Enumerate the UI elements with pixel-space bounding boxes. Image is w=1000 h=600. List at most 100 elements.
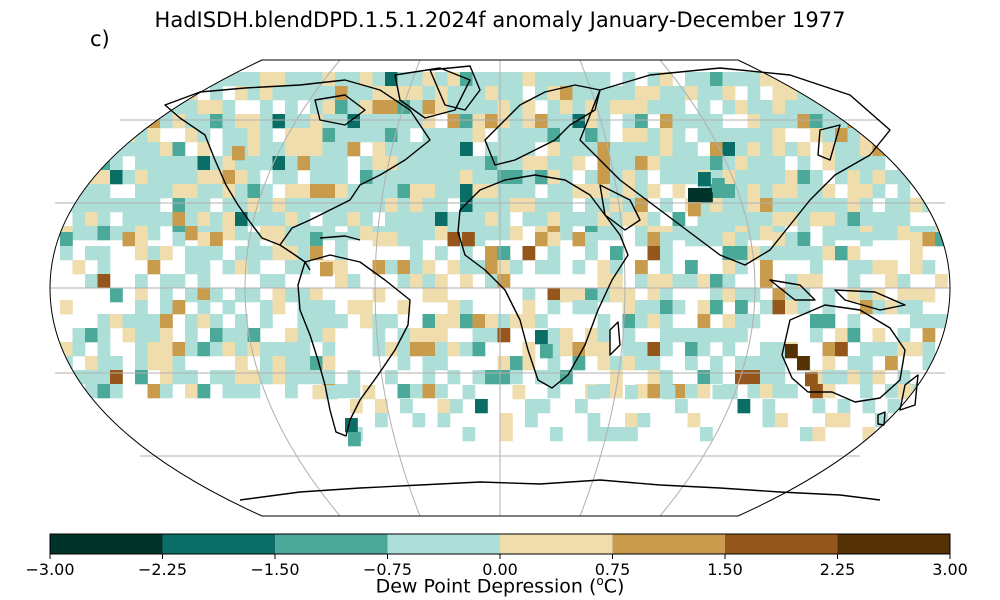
anomaly-cell (185, 328, 198, 343)
anomaly-cell (472, 370, 486, 385)
anomaly-cell (560, 86, 573, 101)
anomaly-cell (285, 198, 298, 213)
anomaly-cell (185, 114, 198, 129)
anomaly-cell (147, 156, 161, 171)
anomaly-cell (885, 342, 898, 357)
anomaly-cell (97, 356, 111, 371)
anomaly-cell (897, 328, 911, 343)
anomaly-cell (560, 288, 573, 303)
anomaly-cell (85, 198, 98, 213)
anomaly-cell (772, 288, 786, 303)
anomaly-cell (647, 356, 661, 371)
anomaly-cell (122, 198, 136, 213)
anomaly-cell (685, 170, 698, 185)
anomaly-cell (147, 170, 161, 185)
anomaly-cell (688, 188, 701, 203)
anomaly-cell (185, 226, 198, 241)
anomaly-cell (510, 114, 523, 129)
anomaly-cell (360, 300, 373, 315)
anomaly-cell (872, 260, 886, 275)
anomaly-cell (410, 260, 423, 275)
anomaly-cell (347, 274, 361, 289)
anomaly-cell (697, 86, 711, 101)
anomaly-cell (785, 170, 798, 185)
anomaly-cell (385, 198, 398, 213)
anomaly-cell (522, 356, 536, 371)
anomaly-cell (797, 246, 811, 261)
anomaly-cell (647, 100, 661, 115)
anomaly-cell (172, 274, 186, 289)
anomaly-cell (585, 170, 598, 185)
anomaly-cell (760, 128, 773, 143)
anomaly-cell (322, 142, 336, 157)
anomaly-cell (597, 170, 611, 185)
anomaly-cell (447, 300, 461, 315)
anomaly-cell (797, 114, 811, 129)
anomaly-cell (747, 184, 761, 199)
anomaly-cell (672, 142, 686, 157)
anomaly-cell (812, 399, 826, 414)
anomaly-cell (322, 356, 336, 371)
anomaly-cell (210, 184, 223, 199)
anomaly-cell (447, 342, 461, 357)
anomaly-cell (610, 384, 623, 399)
anomaly-cell (347, 142, 361, 157)
anomaly-cell (660, 300, 673, 315)
anomaly-cell (510, 86, 523, 101)
anomaly-cell (585, 142, 598, 157)
anomaly-cell (547, 246, 561, 261)
anomaly-cell (747, 100, 761, 115)
anomaly-cell (797, 184, 811, 199)
anomaly-cell (460, 128, 473, 143)
anomaly-cell (572, 356, 586, 371)
anomaly-cell (660, 198, 673, 213)
anomaly-cell (310, 170, 323, 185)
anomaly-cell (222, 128, 236, 143)
anomaly-cell (297, 114, 311, 129)
anomaly-cell (210, 100, 223, 115)
anomaly-cell (447, 212, 461, 227)
anomaly-cell (635, 100, 648, 115)
anomaly-cell (235, 86, 248, 101)
anomaly-cell (485, 314, 498, 329)
anomaly-cell (110, 170, 123, 185)
anomaly-cell (497, 328, 511, 343)
anomaly-cell (535, 72, 548, 87)
anomaly-cell (422, 128, 436, 143)
anomaly-cell (435, 274, 448, 289)
anomaly-cell (860, 142, 873, 157)
anomaly-cell (360, 114, 373, 129)
anomaly-cell (247, 128, 261, 143)
anomaly-cell (610, 226, 623, 241)
anomaly-cell (735, 72, 748, 87)
anomaly-cell (685, 274, 698, 289)
anomaly-cell (122, 328, 136, 343)
anomaly-cell (197, 246, 211, 261)
anomaly-cell (285, 212, 298, 227)
anomaly-cell (72, 328, 86, 343)
anomaly-cell (547, 288, 561, 303)
anomaly-cell (597, 328, 611, 343)
anomaly-cell (872, 300, 886, 315)
anomaly-cell (722, 328, 736, 343)
anomaly-cell (597, 260, 611, 275)
anomaly-cell (760, 370, 773, 385)
anomaly-cell (172, 300, 186, 315)
anomaly-cell (497, 198, 511, 213)
anomaly-cell (647, 156, 661, 171)
anomaly-cell (722, 260, 736, 275)
anomaly-cell (885, 212, 898, 227)
anomaly-cell (597, 314, 611, 329)
anomaly-cell (222, 226, 236, 241)
anomaly-cell (135, 142, 148, 157)
anomaly-cell (697, 300, 711, 315)
anomaly-cell (85, 184, 98, 199)
anomaly-cell (597, 72, 611, 87)
anomaly-cell (910, 198, 923, 213)
anomaly-cell (635, 260, 648, 275)
anomaly-cell (397, 232, 411, 247)
anomaly-cell (697, 72, 711, 87)
anomaly-cell (235, 128, 248, 143)
anomaly-cell (285, 384, 298, 399)
anomaly-cell (635, 274, 648, 289)
